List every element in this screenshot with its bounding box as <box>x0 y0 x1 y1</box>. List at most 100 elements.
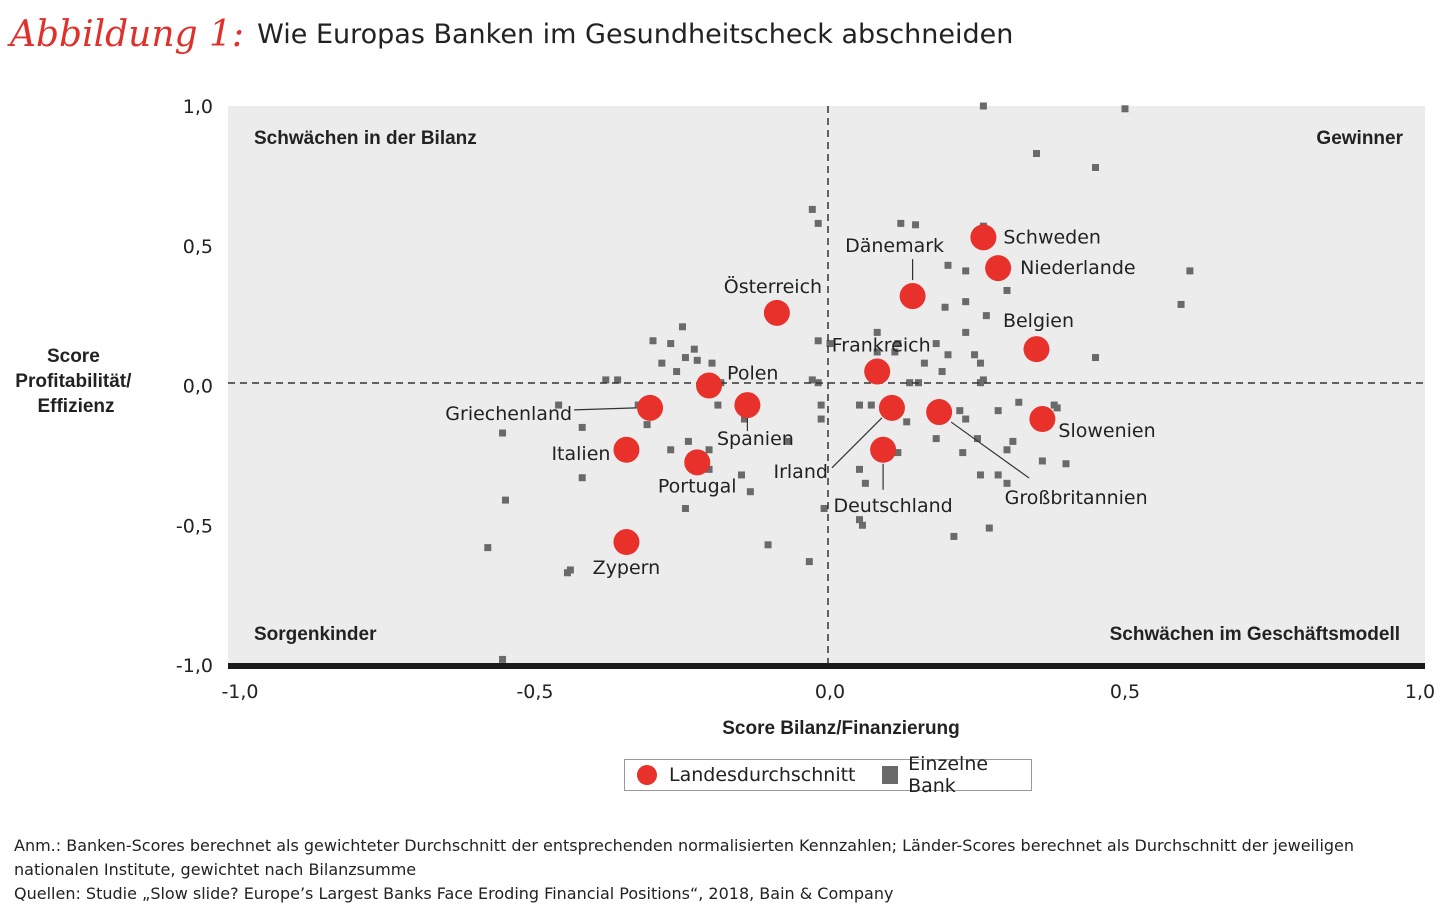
country-point <box>926 399 953 426</box>
bank-point <box>764 541 772 549</box>
bank-point <box>614 376 622 384</box>
bank-point <box>962 415 970 423</box>
country-point <box>899 283 926 310</box>
quadrant-label-bottom-right: Schwächen im Geschäftsmodell <box>1110 624 1400 645</box>
bank-point <box>746 488 754 496</box>
country-point <box>637 394 664 421</box>
y-axis-title-line-2: Profitabilität/ <box>15 371 132 392</box>
bank-point <box>814 337 822 345</box>
legend-square-marker <box>881 766 899 784</box>
bank-point <box>1003 286 1011 294</box>
bank-point <box>679 323 686 331</box>
country-point <box>696 372 723 399</box>
bank-point <box>950 532 958 540</box>
bank-point <box>738 471 745 479</box>
bank-point <box>1050 401 1058 409</box>
country-point <box>613 436 640 463</box>
bank-point <box>903 418 911 426</box>
bank-point <box>976 359 984 367</box>
footnote-anm: Anm.: Banken-Scores berechnet als gewich… <box>14 836 1355 879</box>
bank-point <box>897 219 905 227</box>
x-tick-label: 0,5 <box>1110 681 1140 703</box>
country-label: Portugal <box>658 475 737 497</box>
y-axis-title-line-3: Effizienz <box>37 396 114 417</box>
bank-point <box>962 267 970 275</box>
bank-point <box>861 479 869 487</box>
bank-point <box>894 340 902 348</box>
x-axis-title: Score Bilanz/Finanzierung <box>722 718 960 739</box>
bank-point <box>912 221 920 229</box>
bank-point <box>1003 479 1011 487</box>
quadrant-label-top-right: Gewinner <box>1316 128 1403 149</box>
bank-point <box>1121 105 1129 113</box>
bank-point <box>740 415 748 423</box>
bank-point <box>681 504 689 512</box>
quadrant-label-top-left: Schwächen in der Bilanz <box>254 128 477 149</box>
country-point <box>763 299 790 326</box>
country-label: Schweden <box>1003 226 1101 248</box>
leader-line <box>831 417 883 469</box>
country-label: Dänemark <box>845 235 944 257</box>
y-tick-label: -1,0 <box>176 655 213 677</box>
bank-point <box>1038 457 1046 465</box>
bank-point <box>856 401 863 409</box>
country-label: Spanien <box>717 428 794 450</box>
country-point <box>1029 406 1056 433</box>
bank-point <box>920 359 928 367</box>
country-label: Österreich <box>724 275 822 298</box>
bank-point <box>976 471 984 479</box>
bank-point <box>502 496 509 504</box>
bank-point <box>982 312 990 320</box>
bank-point <box>994 471 1002 479</box>
bank-point <box>941 303 949 311</box>
bank-point <box>566 566 574 574</box>
y-axis-title: Score Profitabilität/ Effizienz <box>15 346 136 417</box>
bank-point <box>673 368 681 376</box>
country-point <box>970 224 997 251</box>
bank-point <box>667 340 675 348</box>
bank-point <box>856 516 863 524</box>
bank-point <box>826 340 834 348</box>
country-label: Polen <box>727 363 778 385</box>
plot-background <box>228 106 1425 665</box>
bank-point <box>817 401 825 409</box>
bank-point <box>808 376 816 384</box>
country-point <box>985 255 1012 282</box>
bank-point <box>1062 460 1070 468</box>
bank-point <box>962 328 970 336</box>
bank-point <box>1092 354 1099 362</box>
countries-layer <box>613 224 1056 556</box>
country-label: Deutschland <box>833 495 952 517</box>
bank-point <box>894 449 902 457</box>
bank-point <box>944 351 952 359</box>
country-point <box>878 394 905 421</box>
bank-point <box>873 328 881 336</box>
bank-point <box>649 337 657 345</box>
y-tick-label: 0,5 <box>183 236 213 258</box>
axis-ticks: -1,0 -0,5 0,0 0,5 1,0 1,0 0,5 0,0 -0,5 -1,0 <box>176 96 1435 703</box>
country-label: Großbritannien <box>1005 487 1148 509</box>
bank-point <box>932 435 940 443</box>
bank-point <box>985 524 993 532</box>
leader-line <box>574 407 637 411</box>
bank-point <box>1186 267 1194 275</box>
bank-point <box>708 359 716 367</box>
bank-point <box>959 449 967 457</box>
chart-legend: Landesdurchschnitt Einzelne Bank <box>624 753 1032 797</box>
bank-point <box>602 376 610 384</box>
country-labels: Schweden Niederlande Dänemark Belgien Österr… <box>445 226 1155 579</box>
bank-point <box>962 298 970 306</box>
country-point <box>870 436 897 463</box>
legend-label-country: Landesdurchschnitt <box>669 764 856 786</box>
bank-point <box>1033 150 1040 158</box>
bank-point <box>856 465 863 473</box>
legend-item-bank: Einzelne Bank <box>856 753 1031 797</box>
x-tick-label: 1,0 <box>1405 681 1435 703</box>
bank-point <box>705 465 713 473</box>
country-point <box>684 449 711 476</box>
bank-point <box>705 446 713 454</box>
bank-point <box>1009 437 1017 445</box>
country-label: Frankreich <box>832 335 931 357</box>
bank-point <box>714 401 722 409</box>
country-point <box>734 392 761 419</box>
